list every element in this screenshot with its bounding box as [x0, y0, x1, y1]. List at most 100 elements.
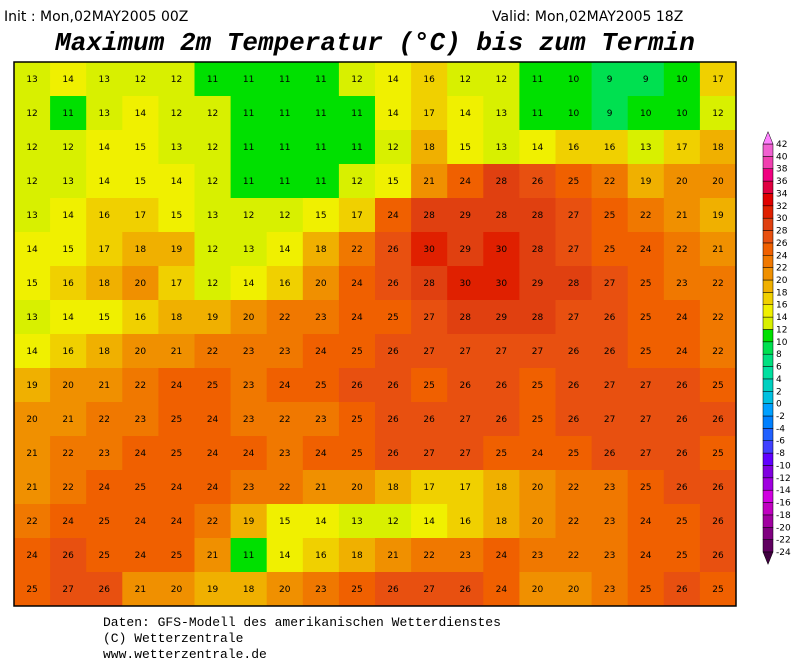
temperature-cell: [519, 62, 556, 97]
temperature-cell: [14, 572, 51, 607]
temperature-cell: [375, 164, 412, 199]
temperature-cell: [194, 504, 232, 539]
temperature-label: 27: [604, 415, 615, 425]
temperature-label: 26: [568, 381, 580, 391]
temperature-cell: [194, 470, 232, 505]
temperature-cell: [591, 300, 629, 335]
temperature-label: 12: [496, 75, 507, 85]
temperature-cell: [302, 96, 340, 131]
temperature-label: 29: [532, 279, 544, 289]
colorbar-band: [762, 477, 774, 491]
temperature-cell: [302, 504, 340, 539]
colorbar-band: [762, 452, 774, 466]
colorbar-band: [762, 378, 774, 392]
temperature-label: 20: [171, 585, 183, 595]
temperature-label: 14: [99, 177, 111, 187]
temperature-cell: [519, 334, 556, 369]
temperature-cell: [86, 470, 123, 505]
temperature-label: 23: [604, 551, 615, 561]
temperature-label: 12: [171, 109, 182, 119]
temperature-label: 11: [279, 143, 290, 153]
temperature-label: 12: [171, 75, 182, 85]
temperature-label: 29: [496, 313, 508, 323]
temperature-cell: [699, 164, 737, 199]
temperature-cell: [194, 62, 232, 97]
temperature-cell: [230, 96, 268, 131]
temperature-label: 25: [640, 313, 651, 323]
temperature-cell: [86, 334, 123, 369]
temperature-cell: [302, 300, 340, 335]
temperature-label: 27: [423, 347, 434, 357]
temperature-label: 15: [460, 143, 471, 153]
temperature-cell: [375, 300, 412, 335]
temperature-cell: [194, 130, 232, 165]
temperature-cell: [411, 402, 448, 437]
temperature-cell: [230, 538, 268, 573]
temperature-label: 28: [423, 211, 435, 221]
temperature-label: 16: [315, 551, 327, 561]
colorbar-label: -2: [776, 412, 785, 422]
temperature-label: 15: [135, 177, 146, 187]
temperature-label: 17: [351, 211, 362, 221]
temperature-label: 19: [207, 313, 219, 323]
temperature-cell: [411, 130, 448, 165]
temperature-label: 18: [171, 313, 183, 323]
temperature-cell: [483, 436, 520, 471]
temperature-label: 25: [712, 449, 723, 459]
temperature-cell: [122, 232, 159, 267]
temperature-cell: [230, 198, 268, 233]
temperature-cell: [627, 436, 665, 471]
temperature-label: 27: [568, 245, 579, 255]
temperature-cell: [230, 62, 268, 97]
temperature-cell: [194, 198, 232, 233]
temperature-label: 11: [243, 143, 254, 153]
colorbar-band: [762, 353, 774, 367]
temperature-label: 24: [171, 483, 183, 493]
temperature-cell: [699, 538, 737, 573]
temperature-label: 9: [607, 75, 613, 85]
temperature-cell: [447, 62, 484, 97]
temperature-cell: [302, 164, 340, 199]
temperature-label: 18: [243, 585, 255, 595]
temperature-label: 26: [99, 585, 111, 595]
temperature-cell: [555, 368, 593, 403]
temperature-cell: [158, 572, 195, 607]
temperature-label: 22: [207, 347, 218, 357]
temperature-cell: [14, 470, 51, 505]
temperature-label: 22: [62, 483, 73, 493]
temperature-label: 23: [604, 483, 615, 493]
temperature-label: 19: [171, 245, 183, 255]
temperature-cell: [158, 402, 195, 437]
temperature-cell: [338, 402, 376, 437]
temperature-cell: [14, 198, 51, 233]
temperature-label: 16: [604, 143, 616, 153]
temperature-label: 30: [496, 279, 508, 289]
temperature-cell: [375, 334, 412, 369]
temperature-label: 15: [171, 211, 182, 221]
temperature-cell: [627, 572, 665, 607]
colorbar-band: [762, 156, 774, 169]
temperature-label: 12: [207, 143, 218, 153]
colorbar-label: 0: [776, 400, 782, 410]
temperature-cell: [411, 164, 448, 199]
temperature-label: 18: [496, 483, 508, 493]
temperature-label: 11: [351, 143, 362, 153]
temperature-cell: [86, 164, 123, 199]
temperature-cell: [519, 300, 556, 335]
temperature-label: 23: [315, 313, 326, 323]
temperature-label: 13: [26, 75, 37, 85]
temperature-label: 17: [423, 109, 434, 119]
temperature-cell: [266, 164, 304, 199]
temperature-cell: [194, 436, 232, 471]
temperature-cell: [230, 368, 268, 403]
colorbar-label: -6: [776, 437, 785, 447]
temperature-cell: [338, 538, 376, 573]
temperature-label: 22: [62, 449, 73, 459]
temperature-cell: [158, 62, 195, 97]
temperature-label: 26: [712, 551, 724, 561]
temperature-cell: [338, 266, 376, 301]
colorbar-band: [762, 292, 774, 305]
temperature-label: 15: [99, 313, 110, 323]
temperature-cell: [158, 266, 195, 301]
colorbar-band: [762, 440, 774, 454]
